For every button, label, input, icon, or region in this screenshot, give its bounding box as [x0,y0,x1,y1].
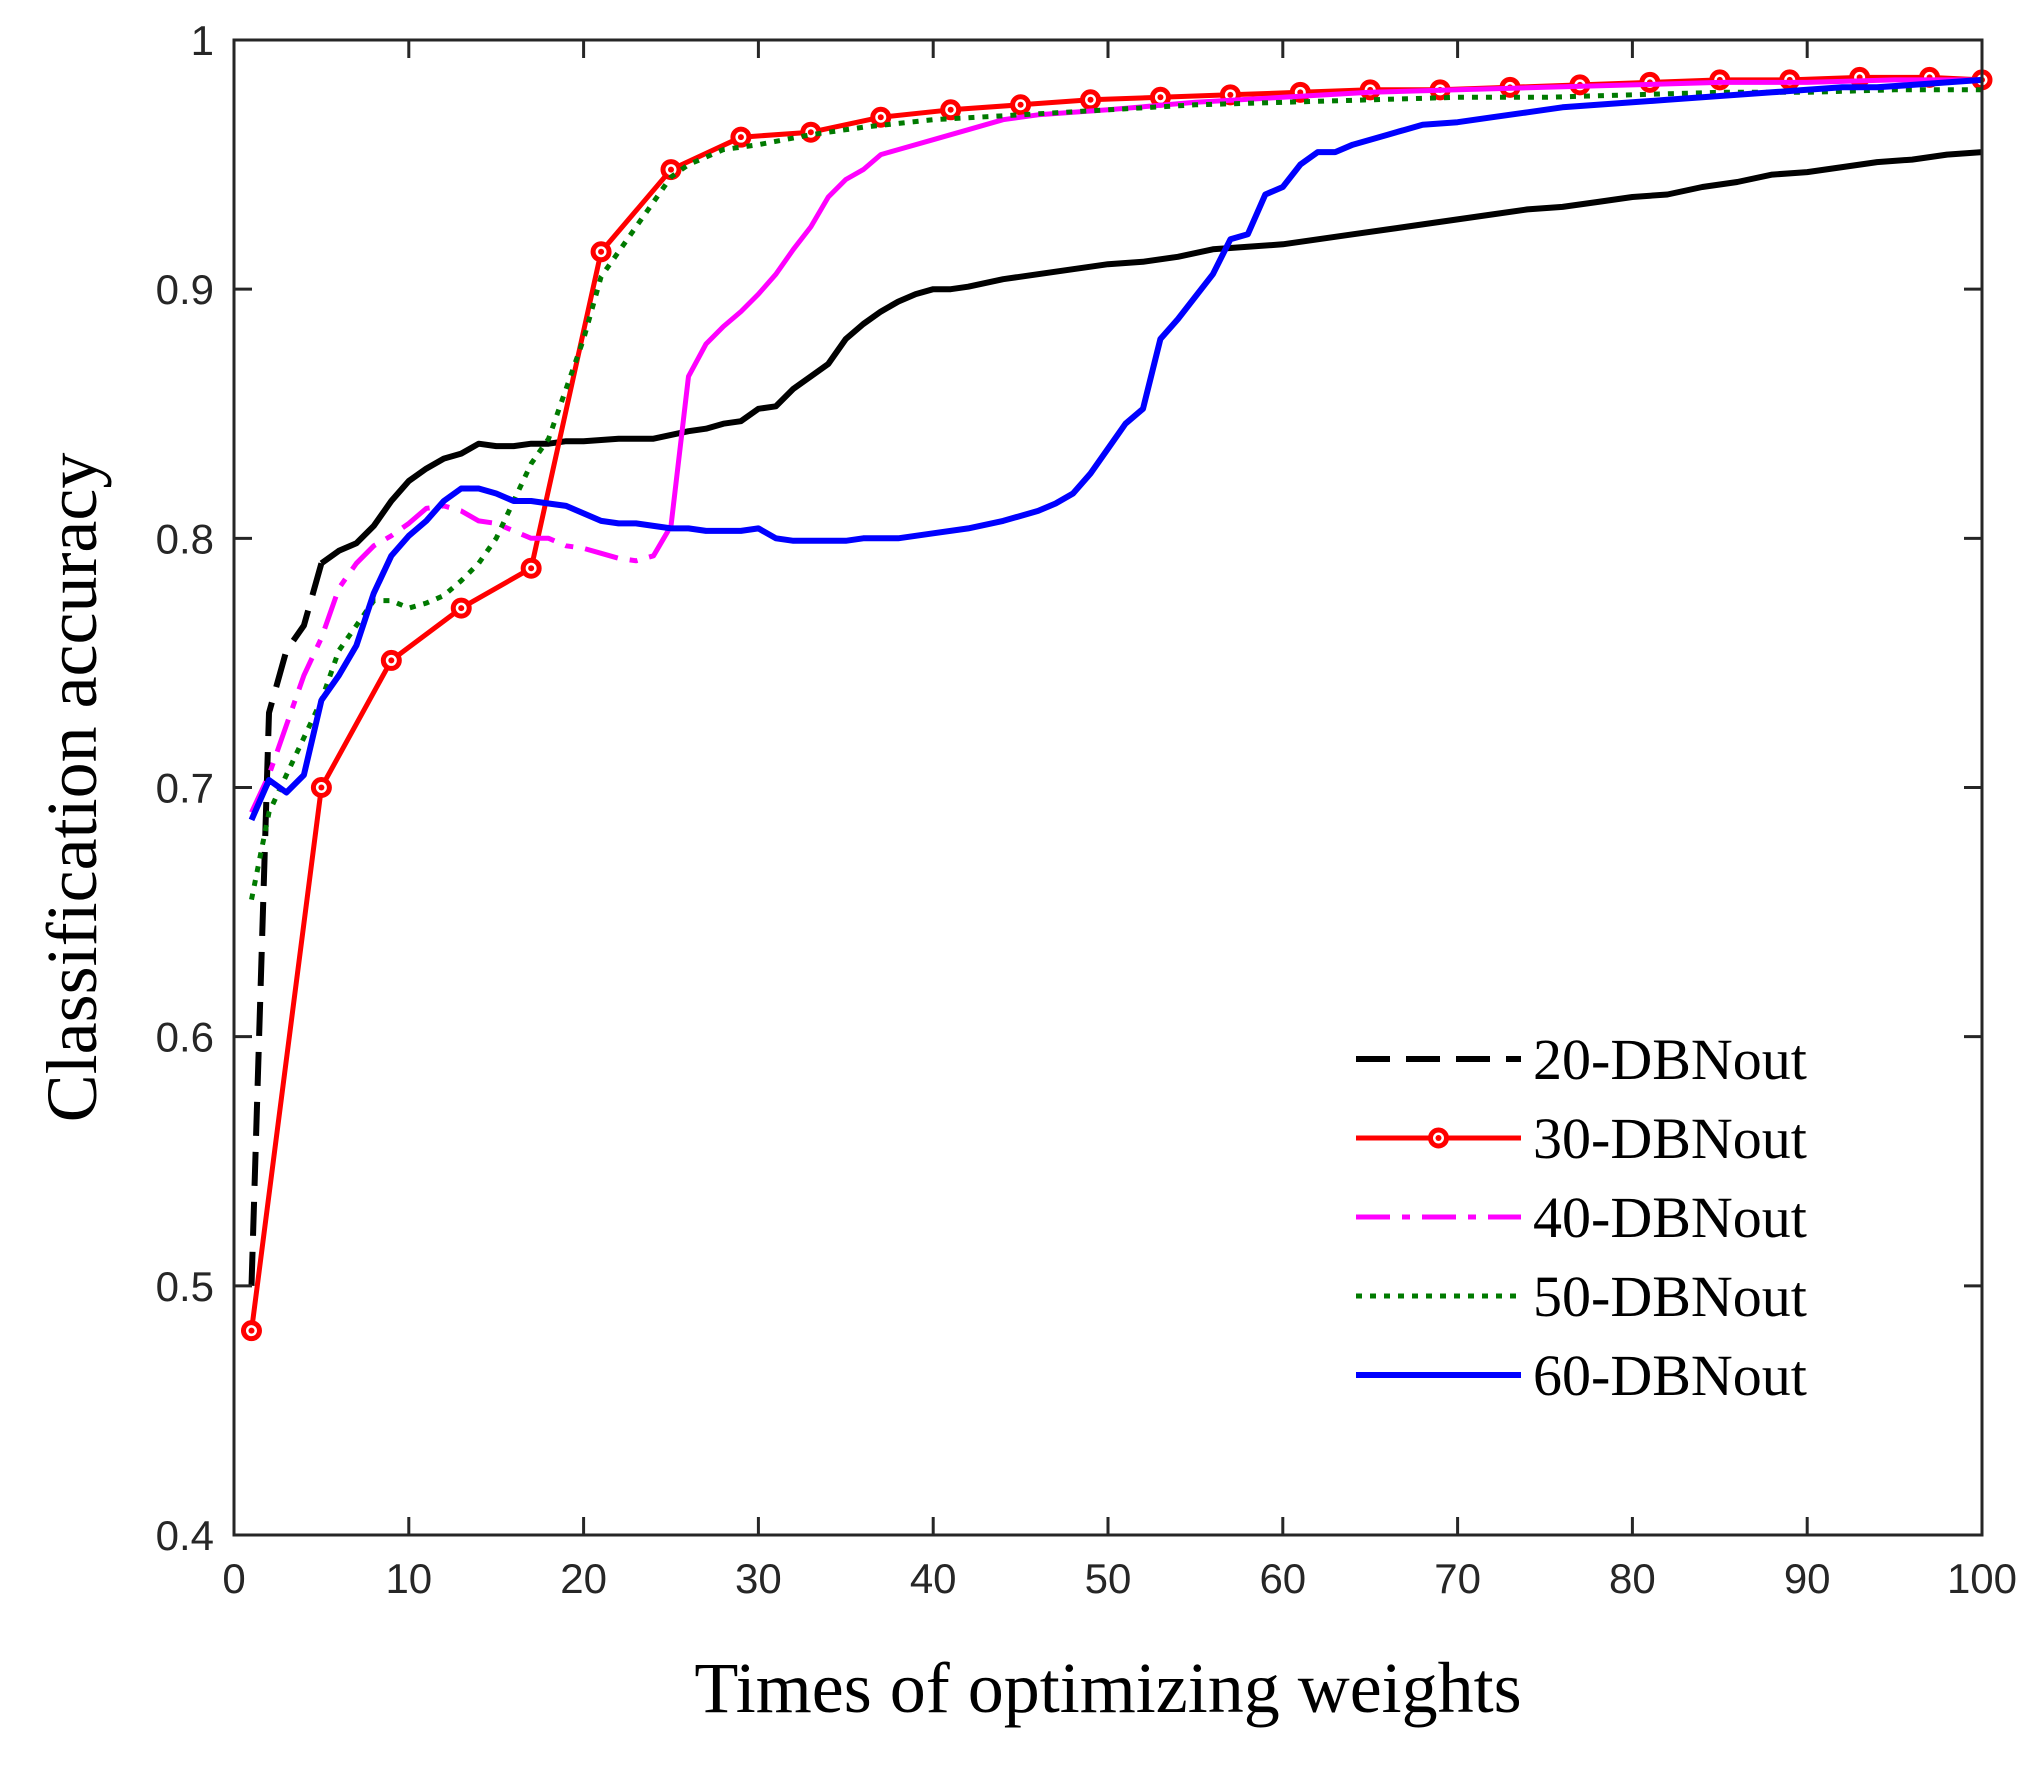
plot-area-frame [232,38,1984,1537]
axis-ticks-layer: 0 10 20 30 40 50 60 70 80 90 100 0.4 0.5 0.6 0.7 0.8 0.9… [156,17,2017,1602]
series-point-center-30-dbnout [248,1327,255,1334]
x-tick-label: 0 [222,1555,245,1602]
series-point-center-30-dbnout [807,129,814,136]
legend-label-60-dbnout: 60-DBNout [1533,1343,1807,1408]
y-tick-label: 0.7 [156,765,214,812]
series-point-center-30-dbnout [877,114,884,121]
x-tick-label: 40 [910,1555,957,1602]
x-tick-label: 30 [735,1555,782,1602]
series-line-20-dbnout [248,562,325,1286]
legend-label-30-dbnout: 30-DBNout [1533,1106,1807,1171]
series-point-center-30-dbnout [1087,96,1094,103]
x-tick-label: 80 [1609,1555,1656,1602]
x-tick-label: 50 [1085,1555,1132,1602]
x-tick-label: 70 [1434,1555,1481,1602]
x-tick-label: 60 [1259,1555,1306,1602]
y-axis-title: Classification accuracy [32,453,112,1123]
y-tick-label: 0.9 [156,266,214,313]
series-line-20-dbnout-solid [319,149,1983,566]
series-point-center-30-dbnout [318,784,325,791]
series-line-40-dbnout-solid [668,77,1982,527]
series-point-center-30-dbnout [1157,94,1164,101]
legend-marker-center-30-dbnout [1435,1135,1442,1141]
y-tick-label: 0.6 [156,1014,214,1061]
series-line-40-dbnout [249,503,674,814]
y-tick-label: 0.5 [156,1263,214,1310]
x-tick-label: 20 [560,1555,607,1602]
series-point-center-30-dbnout [668,166,674,173]
series-line-60-dbnout [248,76,1983,822]
legend-label-40-dbnout: 40-DBNout [1533,1185,1807,1250]
y-tick-label: 0.8 [156,515,214,562]
series-point-center-30-dbnout [598,248,605,255]
legend-label-50-dbnout: 50-DBNout [1533,1264,1807,1329]
series-point-center-30-dbnout [1017,101,1024,108]
series-point-center-30-dbnout [458,605,465,612]
series-point-center-30-dbnout [528,565,535,572]
legend: 20-DBNout 30-DBNout 40-DBNout 50-DBNout 60-D… [1356,1027,1807,1408]
series-point-center-30-dbnout [947,106,954,113]
series-point-center-30-dbnout [737,134,744,141]
series-point-center-30-dbnout [1227,91,1234,98]
x-axis-title: Times of optimizing weights [694,1648,1521,1728]
y-tick-label: 1 [191,17,214,64]
series-point-center-30-dbnout [388,657,395,664]
x-tick-label: 10 [385,1555,432,1602]
legend-label-20-dbnout: 20-DBNout [1533,1027,1807,1092]
x-tick-label: 90 [1784,1555,1831,1602]
x-tick-label: 100 [1947,1555,2017,1602]
y-tick-label: 0.4 [156,1512,214,1559]
